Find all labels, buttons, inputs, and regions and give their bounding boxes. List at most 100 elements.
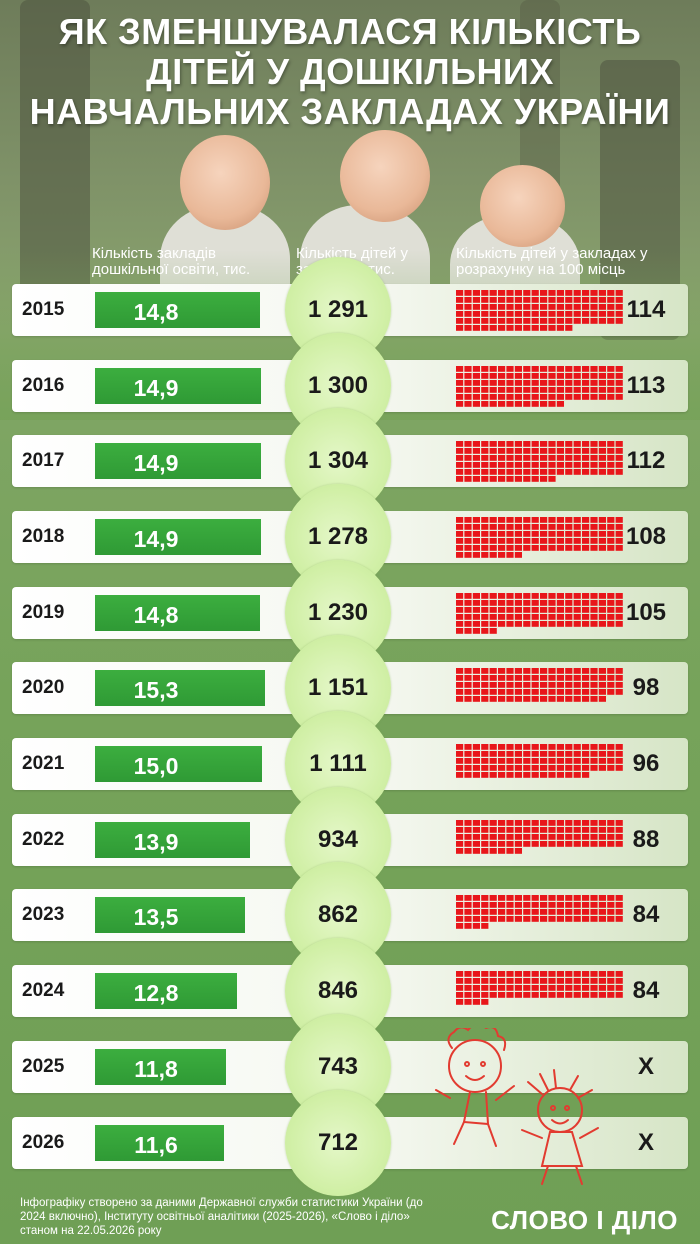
grid-cell <box>531 689 539 695</box>
grid-cell <box>598 751 606 757</box>
grid-cell <box>540 469 548 475</box>
grid-cell <box>481 593 489 599</box>
grid-cell <box>523 455 531 461</box>
grid-cell <box>548 668 556 674</box>
grid-cell <box>514 469 522 475</box>
grid-cell <box>464 476 472 482</box>
grid-cell <box>540 682 548 688</box>
grid-cell <box>498 325 506 331</box>
grid-cell <box>498 696 506 702</box>
grid-cell <box>456 600 464 606</box>
grid-cell <box>573 311 581 317</box>
grid-cell <box>565 380 573 386</box>
grid-cell <box>590 531 598 537</box>
grid-cell <box>489 895 497 901</box>
grid-cell <box>573 841 581 847</box>
grid-cell <box>498 517 506 523</box>
grid-cell <box>456 765 464 771</box>
grid-cell <box>464 311 472 317</box>
grid-cell <box>582 373 590 379</box>
grid-cell <box>498 380 506 386</box>
grid-cell <box>472 441 480 447</box>
grid-cell <box>472 394 480 400</box>
grid-cell <box>531 682 539 688</box>
grid-cell <box>489 992 497 998</box>
grid-cell <box>456 311 464 317</box>
grid-cell <box>556 297 564 303</box>
grid-cell <box>531 841 539 847</box>
grid-cell <box>598 373 606 379</box>
grid-cell <box>540 834 548 840</box>
children-doodle-icon <box>435 1028 599 1185</box>
grid-cell <box>607 311 615 317</box>
grid-cell <box>456 524 464 530</box>
grid-cell <box>498 311 506 317</box>
grid-cell <box>464 531 472 537</box>
grid-cell <box>498 985 506 991</box>
grid-cell <box>615 916 623 922</box>
grid-cell <box>590 448 598 454</box>
grid-cell <box>582 607 590 613</box>
grid-cell <box>523 772 531 778</box>
grid-cell <box>598 675 606 681</box>
grid-cell <box>573 297 581 303</box>
grid-cell <box>506 318 514 324</box>
grid-cell <box>607 971 615 977</box>
grid-cell <box>582 978 590 984</box>
grid-cell <box>590 621 598 627</box>
grid-cell <box>615 517 623 523</box>
grid-cell <box>607 469 615 475</box>
grid-cell <box>464 297 472 303</box>
grid-cell <box>523 394 531 400</box>
grid-cell <box>556 373 564 379</box>
grid-cell <box>540 614 548 620</box>
grid-cell <box>489 827 497 833</box>
grid-cell <box>582 380 590 386</box>
grid-cell <box>489 758 497 764</box>
grid-cell <box>573 675 581 681</box>
grid-cell <box>481 311 489 317</box>
grid-cell <box>556 978 564 984</box>
grid-cell <box>481 992 489 998</box>
grid-cell <box>464 373 472 379</box>
grid-cell <box>531 607 539 613</box>
grid-cell <box>598 304 606 310</box>
grid-cell <box>514 311 522 317</box>
grid-cell <box>540 476 548 482</box>
institutions-bar: 11,6 <box>95 1125 224 1161</box>
grid-cell <box>464 614 472 620</box>
grid-cell <box>607 751 615 757</box>
grid-cell <box>548 476 556 482</box>
grid-cell <box>498 909 506 915</box>
grid-cell <box>548 304 556 310</box>
grid-cell <box>573 916 581 922</box>
grid-cell <box>615 441 623 447</box>
grid-cell <box>472 545 480 551</box>
year-label: 2015 <box>22 299 65 320</box>
grid-cell <box>598 290 606 296</box>
grid-cell <box>506 517 514 523</box>
grid-cell <box>582 758 590 764</box>
grid-cell <box>582 841 590 847</box>
grid-cell <box>556 895 564 901</box>
grid-cell <box>540 902 548 908</box>
grid-cell <box>531 401 539 407</box>
grid-cell <box>531 545 539 551</box>
grid-cell <box>565 841 573 847</box>
grid-cell <box>498 971 506 977</box>
grid-cell <box>556 538 564 544</box>
grid-cell <box>573 448 581 454</box>
grid-cell <box>598 765 606 771</box>
grid-cell <box>456 621 464 627</box>
grid-cell <box>615 971 623 977</box>
grid-cell <box>531 462 539 468</box>
grid-cell <box>590 394 598 400</box>
grid-cell <box>540 455 548 461</box>
grid-cell <box>506 668 514 674</box>
grid-cell <box>514 394 522 400</box>
grid-cell <box>598 441 606 447</box>
grid-cell <box>556 916 564 922</box>
grid-cell <box>607 531 615 537</box>
grid-cell <box>481 524 489 530</box>
grid-cell <box>489 744 497 750</box>
